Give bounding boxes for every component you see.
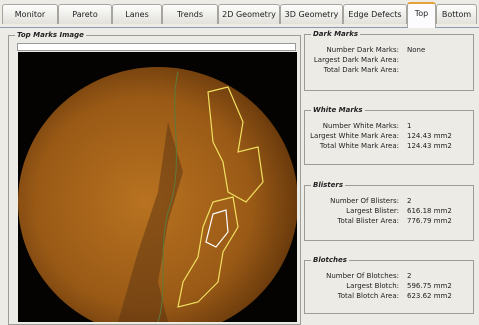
info-value: 2: [407, 272, 411, 280]
group-title: Blisters: [311, 181, 345, 189]
info-label: Largest White Mark Area:: [310, 132, 399, 140]
info-value: 124.43 mm2: [407, 132, 452, 140]
info-label: Number Dark Marks:: [327, 46, 399, 54]
info-row: Largest White Mark Area: 124.43 mm2: [305, 132, 473, 142]
scrollbar: [17, 43, 296, 51]
info-value: 1: [407, 122, 411, 130]
info-value: 124.43 mm2: [407, 142, 452, 150]
info-row: Total Blister Area: 776.79 mm2: [305, 217, 473, 227]
tab[interactable]: Pareto: [58, 4, 112, 24]
info-label: Number White Marks:: [323, 122, 399, 130]
tab[interactable]: Edge Defects: [343, 4, 407, 24]
page: MonitorParetoLanesTrends2D Geometry3D Ge…: [0, 0, 479, 318]
tab[interactable]: Top: [407, 2, 436, 28]
info-label: Total White Mark Area:: [320, 142, 399, 150]
info-row: Total Blotch Area: 623.62 mm2: [305, 292, 473, 302]
tab[interactable]: 2D Geometry: [218, 4, 280, 24]
info-value: 596.75 mm2: [407, 282, 452, 290]
info-row: Total White Mark Area: 124.43 mm2: [305, 142, 473, 152]
info-value: 2: [407, 197, 411, 205]
info-label: Largest Blotch:: [346, 282, 399, 290]
info-row: Number Of Blisters: 2: [305, 197, 473, 207]
marks-image: [18, 52, 297, 322]
group-title: Blotches: [311, 256, 349, 264]
group-title: White Marks: [311, 106, 365, 114]
tab[interactable]: 3D Geometry: [280, 4, 343, 24]
info-value: 623.62 mm2: [407, 292, 452, 300]
group-title: Dark Marks: [311, 30, 360, 38]
info-row: Number Of Blotches: 2: [305, 272, 473, 282]
info-value: None: [407, 46, 425, 54]
info-label: Total Blister Area:: [337, 217, 399, 225]
info-row: Total Dark Mark Area:: [305, 66, 473, 76]
tab[interactable]: Lanes: [112, 4, 162, 24]
tab[interactable]: Trends: [162, 4, 218, 24]
group-title: Top Marks Image: [15, 31, 86, 39]
info-label: Largest Blister:: [346, 207, 399, 215]
info-label: Number Of Blisters:: [330, 197, 399, 205]
info-value: 616.18 mm2: [407, 207, 452, 215]
info-row: Number Dark Marks: None: [305, 46, 473, 56]
info-label: Total Blotch Area:: [338, 292, 399, 300]
info-row: Number White Marks: 1: [305, 122, 473, 132]
image-group: Top Marks Image: [8, 35, 301, 325]
info-row: Largest Blotch: 596.75 mm2: [305, 282, 473, 292]
info-value: 776.79 mm2: [407, 217, 452, 225]
info-row: Largest Blister: 616.18 mm2: [305, 207, 473, 217]
tab[interactable]: Bottom: [436, 4, 477, 24]
info-row: Largest Dark Mark Area:: [305, 56, 473, 66]
tab[interactable]: Monitor: [2, 4, 58, 24]
info-label: Total Dark Mark Area:: [324, 66, 399, 74]
info-label: Number Of Blotches:: [326, 272, 399, 280]
info-label: Largest Dark Mark Area:: [314, 56, 399, 64]
